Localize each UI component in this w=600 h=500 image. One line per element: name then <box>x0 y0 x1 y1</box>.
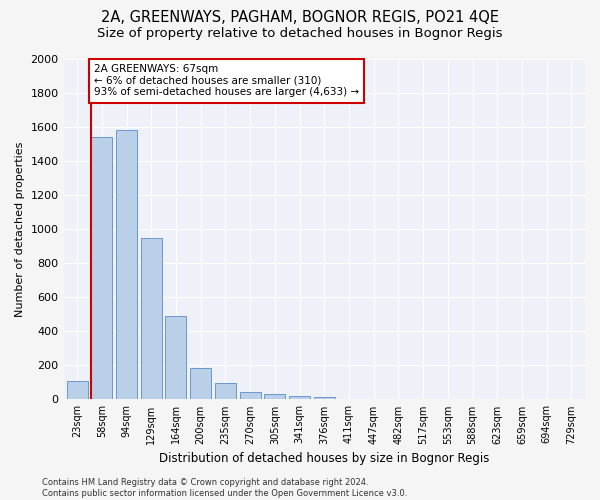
Text: Contains HM Land Registry data © Crown copyright and database right 2024.
Contai: Contains HM Land Registry data © Crown c… <box>42 478 407 498</box>
X-axis label: Distribution of detached houses by size in Bognor Regis: Distribution of detached houses by size … <box>159 452 490 465</box>
Bar <box>190 368 211 400</box>
Bar <box>141 238 162 400</box>
Bar <box>265 394 286 400</box>
Y-axis label: Number of detached properties: Number of detached properties <box>15 142 25 317</box>
Bar <box>215 384 236 400</box>
Bar <box>67 380 88 400</box>
Bar <box>91 138 112 400</box>
Text: 2A, GREENWAYS, PAGHAM, BOGNOR REGIS, PO21 4QE: 2A, GREENWAYS, PAGHAM, BOGNOR REGIS, PO2… <box>101 10 499 25</box>
Bar <box>289 396 310 400</box>
Text: Size of property relative to detached houses in Bognor Regis: Size of property relative to detached ho… <box>97 28 503 40</box>
Bar <box>116 130 137 400</box>
Bar <box>314 397 335 400</box>
Bar <box>166 316 187 400</box>
Text: 2A GREENWAYS: 67sqm
← 6% of detached houses are smaller (310)
93% of semi-detach: 2A GREENWAYS: 67sqm ← 6% of detached hou… <box>94 64 359 98</box>
Bar <box>239 392 260 400</box>
